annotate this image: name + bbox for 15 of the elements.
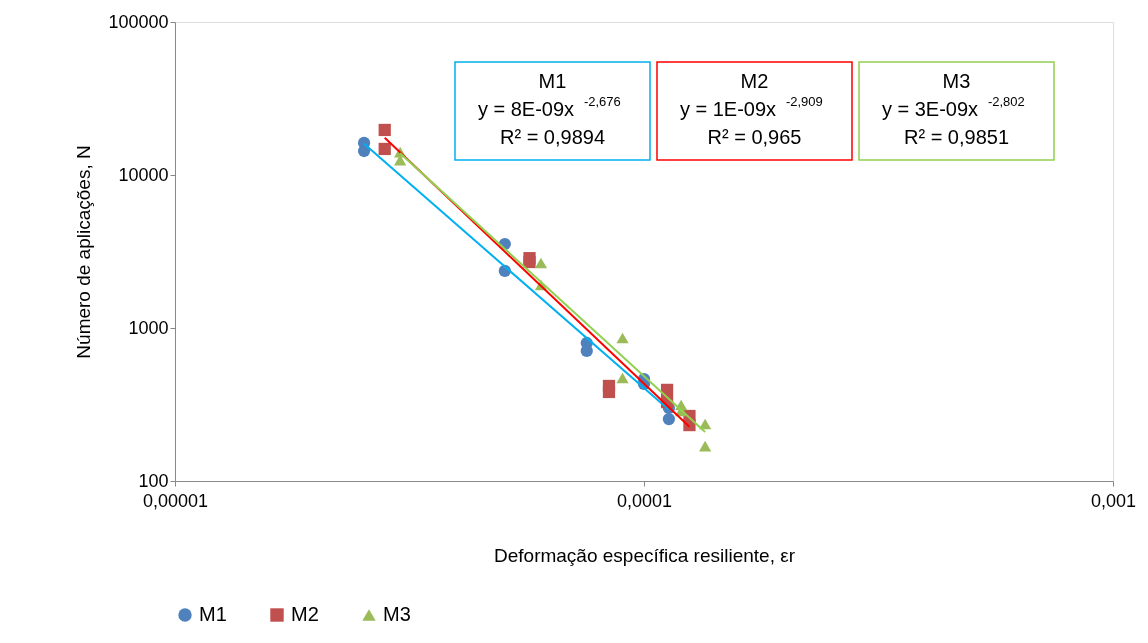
x-tick-label: 0,0001 — [616, 490, 673, 511]
legend-label: M2 — [291, 603, 319, 625]
legend-label: M3 — [383, 603, 411, 625]
text: M2 y = 1E-09x-2,909 R² = 0,965 — [679, 70, 823, 148]
y-tick-label: 100000 — [108, 11, 169, 32]
y-axis-title: Número de aplicações, N — [73, 145, 95, 359]
y-tick-label: 100 — [138, 470, 169, 491]
x-tick-label: 0,001 — [1090, 490, 1137, 511]
text: M1 y = 8E-09x-2,676 R² = 0,9894 — [477, 70, 621, 148]
legend-label: M1 — [199, 603, 227, 625]
y-tick-label: 1000 — [128, 317, 169, 338]
y-tick-label: 10000 — [118, 164, 169, 185]
x-tick-label: 0,00001 — [142, 490, 209, 511]
x-axis-title: Deformação específica resiliente, εr — [494, 544, 796, 566]
text: M3 y = 3E-09x-2,802 R² = 0,9851 — [881, 70, 1025, 148]
